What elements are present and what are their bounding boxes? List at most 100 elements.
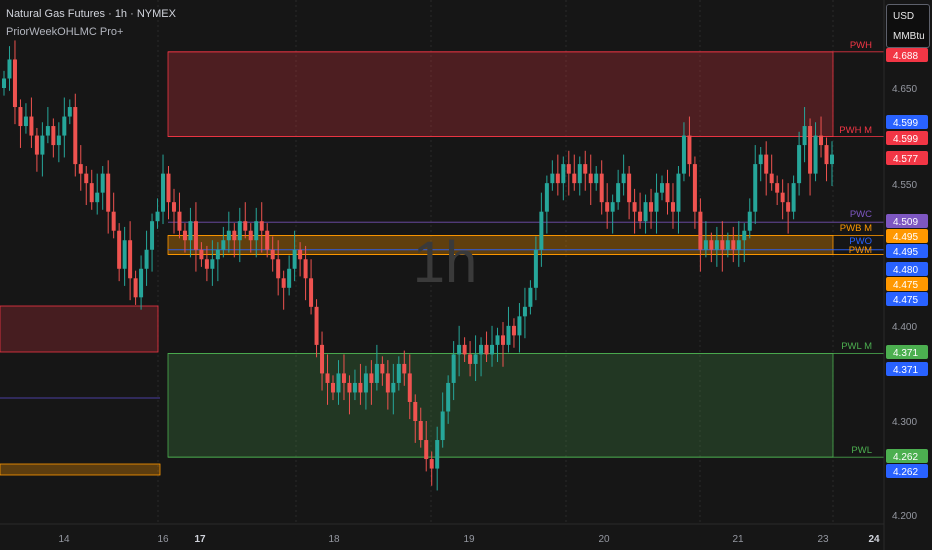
candle-body bbox=[429, 459, 434, 469]
candle-body bbox=[248, 230, 253, 241]
price-badge-value: 4.599 bbox=[893, 134, 918, 145]
candle-body bbox=[215, 249, 220, 260]
price-badge-bg bbox=[886, 292, 928, 306]
candle-body bbox=[758, 154, 763, 165]
candle-body bbox=[171, 202, 176, 212]
candle-body bbox=[681, 135, 686, 174]
candle-body bbox=[73, 107, 78, 165]
candle-body bbox=[210, 259, 215, 269]
price-axis[interactable]: 4.650 4.550 4.400 4.300 4.200 bbox=[892, 84, 917, 522]
prior-week-zones bbox=[0, 51, 884, 476]
candle-body bbox=[396, 363, 401, 383]
candle-body bbox=[331, 382, 336, 393]
candle-body bbox=[380, 363, 385, 374]
candle-body bbox=[764, 154, 769, 174]
indicator-title[interactable]: PriorWeekOHLMC Pro+ bbox=[6, 26, 124, 38]
candle-body bbox=[775, 183, 780, 193]
candle-body bbox=[309, 278, 314, 307]
price-badge: 4.577 bbox=[886, 151, 928, 165]
price-badge-value: 4.262 bbox=[893, 467, 918, 478]
price-badge-bg bbox=[886, 229, 928, 243]
time-tick: 16 bbox=[157, 534, 169, 545]
candle-body bbox=[221, 240, 226, 250]
candle-body bbox=[577, 164, 582, 184]
candle-body bbox=[742, 230, 747, 241]
price-tick: 4.300 bbox=[892, 417, 917, 428]
candle-body bbox=[29, 116, 34, 136]
candle-body bbox=[824, 145, 829, 165]
candle-body bbox=[166, 173, 171, 203]
candle-body bbox=[490, 344, 495, 355]
candle-body bbox=[665, 183, 670, 203]
time-tick: 19 bbox=[463, 534, 475, 545]
time-tick: 14 bbox=[58, 534, 70, 545]
candle-body bbox=[495, 335, 500, 345]
candle-body bbox=[544, 183, 549, 212]
candle-body bbox=[237, 221, 242, 241]
candle-body bbox=[358, 382, 363, 393]
candle-body bbox=[347, 382, 352, 393]
candle-body bbox=[451, 354, 456, 383]
price-badge-bg bbox=[886, 345, 928, 359]
candle-body bbox=[670, 202, 675, 212]
price-badge-bg bbox=[886, 362, 928, 376]
candle-body bbox=[698, 211, 703, 250]
pwh-zone bbox=[167, 51, 834, 137]
price-badge: 4.599 bbox=[886, 115, 928, 129]
candle-body bbox=[692, 164, 697, 212]
candle-body bbox=[462, 344, 467, 355]
price-badge-bg bbox=[886, 244, 928, 258]
price-badge-value: 4.480 bbox=[893, 265, 918, 276]
candle-body bbox=[62, 116, 67, 136]
candle-body bbox=[599, 173, 604, 203]
price-badge-value: 4.509 bbox=[893, 217, 918, 228]
candle-body bbox=[720, 240, 725, 250]
candle-body bbox=[687, 135, 692, 165]
candle-body bbox=[676, 173, 681, 212]
price-badge: 4.475 bbox=[886, 277, 928, 291]
price-badge-value: 4.577 bbox=[893, 154, 918, 165]
candle-body bbox=[188, 221, 193, 241]
price-badge-bg bbox=[886, 131, 928, 145]
time-axis[interactable]: 14 16 17 18 19 20 21 23 24 bbox=[58, 534, 880, 545]
candle-body bbox=[204, 259, 209, 269]
time-tick: 24 bbox=[868, 534, 880, 545]
candle-body bbox=[791, 183, 796, 212]
candle-body bbox=[7, 59, 12, 79]
candle-body bbox=[95, 192, 100, 203]
symbol-title[interactable]: Natural Gas Futures · 1h · NYMEX bbox=[6, 8, 176, 20]
candle-body bbox=[40, 135, 45, 155]
candle-body bbox=[753, 164, 758, 212]
candle-body bbox=[703, 240, 708, 250]
currency-label: USD bbox=[893, 11, 915, 22]
price-badge-bg bbox=[886, 449, 928, 463]
candle-body bbox=[51, 126, 56, 146]
unit-selector[interactable]: USD MMBtu bbox=[886, 4, 930, 48]
candle-body bbox=[473, 354, 478, 364]
level-name: PWO bbox=[849, 236, 872, 247]
candle-body bbox=[18, 107, 23, 127]
candle-body bbox=[161, 173, 166, 212]
candle-body bbox=[583, 164, 588, 174]
candle-body bbox=[67, 107, 72, 117]
old-pwm-zone bbox=[0, 463, 161, 476]
price-badge-bg bbox=[886, 464, 928, 478]
candle-body bbox=[786, 202, 791, 212]
time-tick: 23 bbox=[817, 534, 829, 545]
candle-body bbox=[643, 202, 648, 222]
candle-body bbox=[621, 173, 626, 184]
candle-body bbox=[363, 373, 368, 393]
candle-body bbox=[128, 240, 133, 279]
candle-body bbox=[177, 211, 182, 231]
candle-body bbox=[769, 173, 774, 184]
time-tick: 20 bbox=[598, 534, 610, 545]
candle-body bbox=[122, 240, 127, 269]
price-badge-value: 4.495 bbox=[893, 247, 918, 258]
candle-body bbox=[276, 259, 281, 279]
candle-body bbox=[424, 440, 429, 460]
candle-body bbox=[259, 221, 264, 231]
candle-body bbox=[725, 240, 730, 250]
candle-body bbox=[522, 306, 527, 317]
